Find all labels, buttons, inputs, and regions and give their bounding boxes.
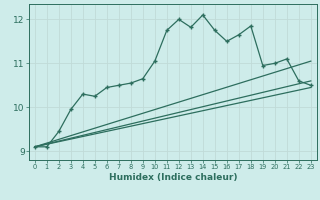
X-axis label: Humidex (Indice chaleur): Humidex (Indice chaleur) xyxy=(108,173,237,182)
